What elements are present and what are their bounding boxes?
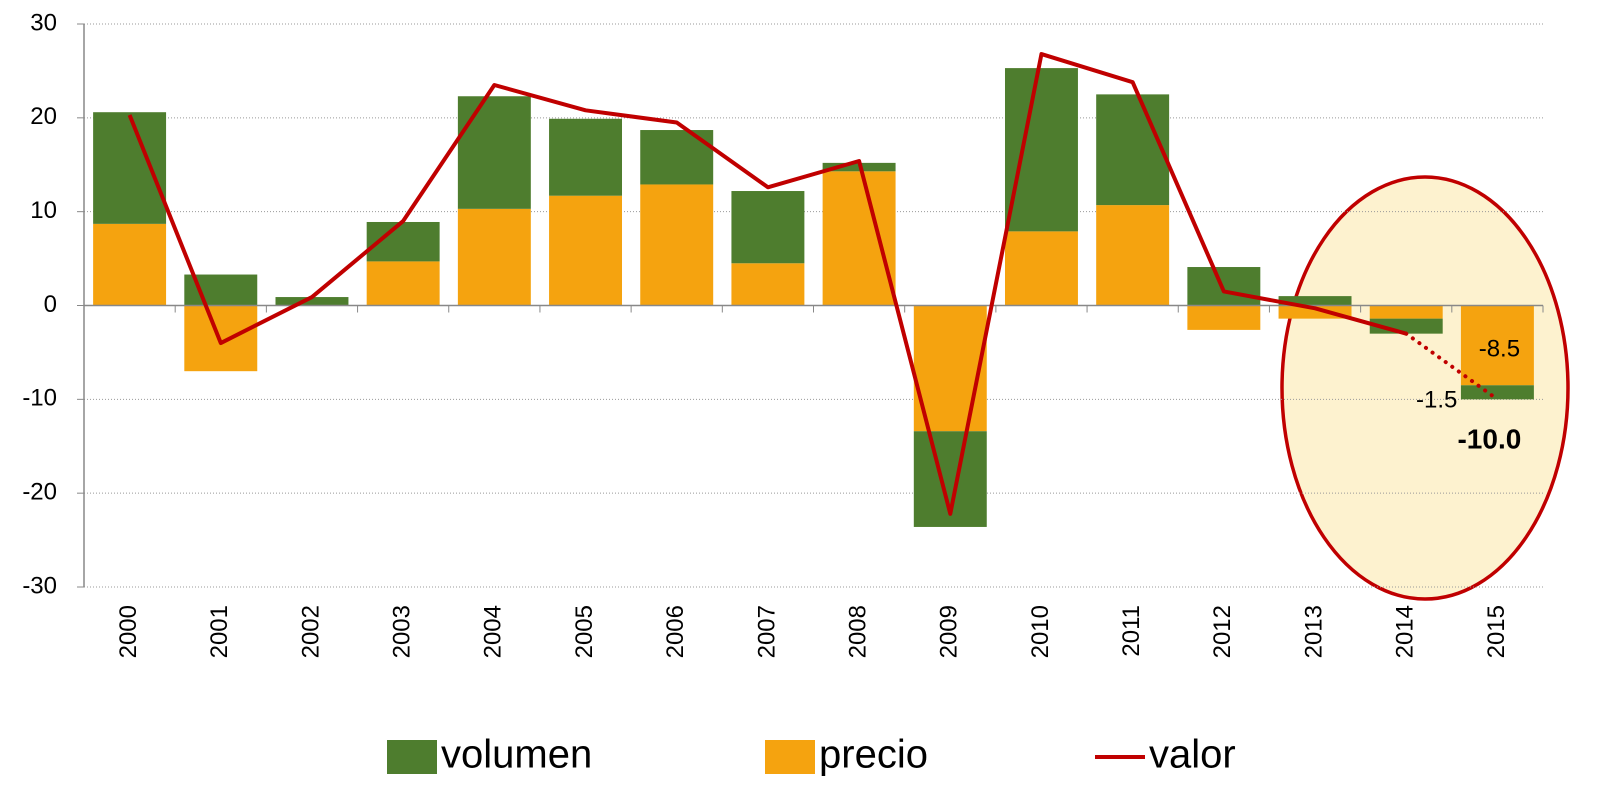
y-tick-label: 30 [30,9,57,36]
bar-segment [275,297,349,306]
data-label: -8.5 [1479,335,1520,362]
x-tick-label: 2010 [1027,605,1054,658]
y-tick-label: 20 [30,103,57,130]
bar-segment [731,191,805,264]
x-tick-label: 2013 [1300,605,1327,658]
bar-segment [457,96,531,209]
bar-segment [822,171,896,306]
y-tick-label: 10 [30,197,57,224]
bar-segment [1096,94,1170,206]
bar-segment [1004,68,1078,232]
bar-segment [366,261,440,306]
data-label: -10.0 [1457,423,1521,454]
data-label: -1.5 [1416,386,1457,413]
x-tick-label: 2015 [1483,605,1510,658]
bar-segment [731,263,805,306]
legend-swatch [765,740,815,774]
x-tick-label: 2004 [480,605,507,658]
bar-segment [93,112,167,224]
bar-segment [549,195,623,306]
line-projection [1404,331,1500,402]
bar-segment [640,130,714,185]
x-tick-label: 2006 [662,605,689,658]
legend-swatch [387,740,437,774]
x-tick-label: 2000 [115,605,142,658]
bar-segment [1460,385,1534,400]
bar-segment [913,305,987,432]
x-tick-label: 2005 [571,605,598,658]
bar-segment [1004,231,1078,306]
legend-label: valor [1149,733,1236,777]
bar-segment [1278,296,1352,306]
legend-label: precio [819,733,928,777]
x-tick-label: 2009 [936,605,963,658]
bar-segment [457,208,531,306]
x-tick-label: 2002 [297,605,324,658]
bar-segment [1096,205,1170,306]
line-series [127,52,1407,516]
bar-segment [1369,305,1443,319]
y-tick-label: -30 [22,572,57,599]
x-tick-label: 2007 [753,605,780,658]
bar-segment [549,118,623,196]
bar-segment [1187,305,1261,330]
y-tick-label: -20 [22,479,57,506]
bar-segment [1187,267,1261,306]
bar-segment [640,184,714,306]
legend-label: volumen [441,733,592,777]
bar-segment [1460,305,1534,386]
y-tick-label: 0 [44,291,57,318]
x-tick-label: 2014 [1392,605,1419,658]
bar-segment [93,223,167,306]
y-tick-label: -10 [22,385,57,412]
x-tick-label: 2012 [1209,605,1236,658]
x-tick-label: 2001 [206,605,233,658]
x-tick-label: 2011 [1118,605,1145,657]
x-tick-label: 2008 [844,605,871,658]
x-tick-label: 2003 [389,605,416,658]
